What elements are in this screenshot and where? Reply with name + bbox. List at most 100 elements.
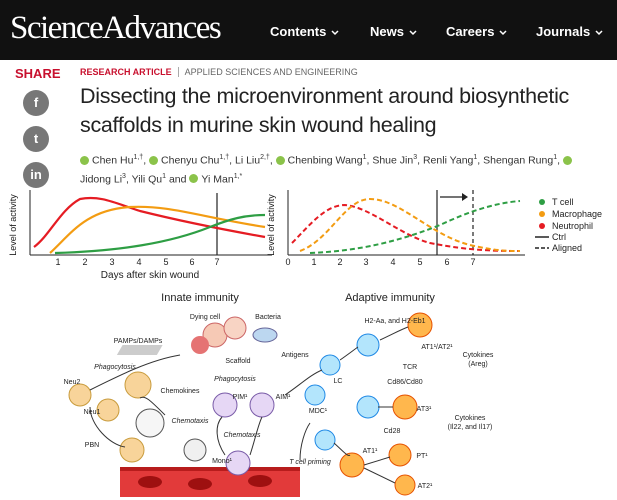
legend-label: Macrophage (552, 209, 602, 219)
affiliation: 1,† (219, 154, 230, 161)
facebook-icon[interactable]: f (23, 90, 49, 116)
twitter-icon[interactable]: t (23, 126, 49, 152)
logo[interactable]: ScienceAdvances (10, 10, 222, 46)
x-tick-label: 2 (82, 257, 87, 267)
x-tick-label: 3 (109, 257, 114, 267)
separator: , (269, 154, 273, 167)
author[interactable]: Shengan Rung (483, 154, 554, 167)
diagram-label: LC (334, 378, 343, 385)
nav-item[interactable]: Careers (446, 24, 507, 39)
diagram-label: Neu1 (84, 409, 101, 416)
diagram-label: TCR (403, 364, 417, 371)
affiliation: 2,† (260, 154, 270, 161)
diagram-label: AT3¹ (417, 406, 432, 413)
right-chart: Level of activity 0 1 2 3 4 5 6 7 (266, 190, 525, 267)
legend: T cell Macrophage Neutrophil Ctrl Aligne… (535, 197, 602, 253)
orcid-icon[interactable] (189, 174, 199, 183)
authors: Chen Hu1,†, Chenyu Chu1,†, Li Liu2,†, Ch… (80, 150, 605, 187)
author[interactable]: Chen Hu (92, 154, 134, 167)
author[interactable]: Li Liu (234, 154, 261, 167)
diagram-label: Dying cell (190, 314, 221, 321)
diagram-label: AT1¹/AT2¹ (421, 344, 453, 351)
affiliation: 3 (413, 154, 418, 161)
diagram-labels: Innate immunity Adaptive immunity Dying … (64, 292, 494, 490)
linkedin-icon[interactable]: in (23, 162, 49, 188)
x-tick-label: 1 (55, 257, 60, 267)
nav-label[interactable]: Careers (446, 24, 495, 39)
y-axis-label: Level of activity (8, 194, 18, 256)
article-type[interactable]: RESEARCH ARTICLE (80, 67, 179, 77)
author[interactable]: Yili Qu (131, 173, 163, 185)
orcid-icon[interactable] (80, 155, 89, 165)
diagram-label: AT2¹ (418, 483, 433, 490)
header: ScienceAdvances Contents News Careers Jo… (0, 0, 617, 60)
separator: , (143, 154, 147, 167)
legend-label: Aligned (552, 243, 582, 253)
author[interactable]: Renli Yang (422, 154, 474, 167)
share-label: SHARE (15, 66, 61, 81)
separator: , (477, 154, 481, 167)
left-chart: Level of activity 1 2 3 4 5 6 7 Days aft… (8, 190, 272, 281)
diagram-label: Bacteria (255, 314, 281, 321)
diagram-label: H2-Aa, and H2-Eb1 (364, 318, 425, 325)
legend-label: Ctrl (552, 232, 566, 242)
nav-item[interactable]: Journals (536, 24, 603, 39)
affiliation: 1,† (133, 154, 144, 161)
x-tick-label: 4 (136, 257, 141, 267)
diagram-shapes (68, 312, 433, 497)
orcid-icon[interactable] (275, 155, 285, 165)
diagram-label: AT1¹ (363, 448, 378, 455)
separator: , (557, 154, 561, 167)
affiliation: 1 (362, 154, 367, 161)
orcid-icon[interactable] (149, 155, 159, 165)
diagram-heading: Adaptive immunity (345, 292, 435, 304)
separator: , (366, 154, 370, 167)
nav-item[interactable]: News (370, 24, 417, 39)
diagram-label: Neu2 (64, 379, 81, 386)
author[interactable]: Jidong Li (80, 173, 123, 185)
nav-label[interactable]: Contents (270, 24, 327, 39)
affiliation: 1 (162, 172, 167, 180)
diagram-label: Cytokines (463, 352, 494, 359)
nav-item[interactable]: Contents (270, 24, 339, 39)
diagram-label: PAMPs/DAMPs (114, 338, 163, 345)
separator: , (229, 154, 233, 167)
x-tick-label: 6 (189, 257, 194, 267)
diagram-label: Cytokines (455, 415, 486, 422)
separator: , (125, 173, 129, 185)
nav-label[interactable]: News (370, 24, 404, 39)
diagram-label: (Areg) (468, 361, 487, 368)
x-tick-label: 1 (311, 257, 316, 267)
diagram-label: Chemokines (161, 388, 200, 395)
diagram-label: Mono¹ (212, 458, 233, 465)
diagram-label: Chemotaxis (172, 418, 209, 425)
affiliation: 1,* (233, 172, 243, 180)
author[interactable]: Yi Man (201, 173, 234, 185)
diagram-label: AIM¹ (276, 394, 291, 401)
x-tick-label: 2 (337, 257, 342, 267)
author[interactable]: Chenbing Wang (287, 154, 363, 167)
diagram-label: MDC¹ (309, 408, 328, 415)
article-meta: RESEARCH ARTICLE APPLIED SCIENCES AND ENG… (80, 67, 358, 77)
nav-label[interactable]: Journals (536, 24, 591, 39)
diagram-label: PBN (85, 442, 99, 449)
diagram-label: Cd28 (384, 428, 401, 435)
orcid-icon[interactable] (562, 155, 572, 165)
diagram-heading: Innate immunity (161, 292, 239, 304)
diagram-label: PT¹ (416, 453, 428, 460)
x-axis-label: Days after skin wound (101, 270, 199, 281)
diagram-label: Phagocytosis (214, 376, 256, 383)
diagram-label: Phagocytosis (94, 364, 136, 371)
article-section[interactable]: APPLIED SCIENCES AND ENGINEERING (184, 67, 358, 77)
affiliation: 1 (473, 154, 478, 161)
x-tick-label: 6 (444, 257, 449, 267)
diagram-label: T cell priming (289, 459, 331, 466)
affiliation: 1 (553, 154, 558, 161)
author[interactable]: Chenyu Chu (161, 154, 220, 167)
diagram-label: PIM¹ (233, 394, 248, 401)
legend-label: T cell (552, 197, 573, 207)
author[interactable]: Shue Jin (372, 154, 414, 167)
x-tick-label: 7 (470, 257, 475, 267)
diagram-label: Scaffold (225, 358, 250, 365)
